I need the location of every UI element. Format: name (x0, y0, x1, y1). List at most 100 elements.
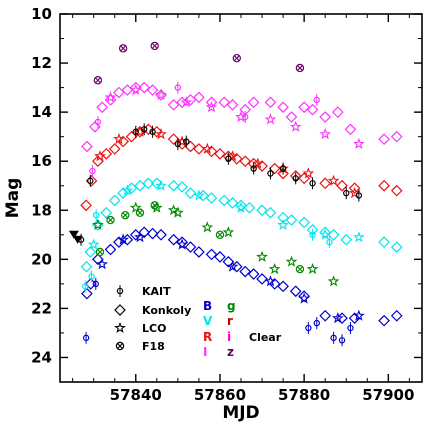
data-point-i (247, 96, 260, 109)
data-point-b (96, 258, 108, 270)
data-point-r (226, 150, 239, 162)
data-point-i (298, 101, 310, 114)
data-point-r (142, 123, 155, 136)
data-point-i (378, 133, 390, 145)
data-point-clear (292, 172, 299, 185)
data-point-v (125, 182, 138, 195)
data-point-b (352, 309, 365, 321)
data-point-v (150, 177, 163, 190)
data-point-v (176, 181, 188, 193)
data-point-v (87, 238, 100, 250)
data-point-z (118, 44, 128, 53)
data-point-r (125, 130, 138, 143)
plot-frame (59, 13, 423, 383)
data-point-i (390, 130, 403, 143)
y-tick-label: 18 (31, 201, 52, 219)
data-point-r (277, 167, 289, 180)
data-point-b (104, 243, 117, 256)
data-point-i (331, 106, 344, 118)
data-point-r (256, 160, 268, 172)
data-point-g (295, 264, 305, 274)
data-point-v (193, 189, 205, 201)
data-point-g (106, 215, 115, 225)
data-point-r (327, 174, 340, 186)
data-point-r (94, 150, 106, 162)
data-point-r (176, 135, 188, 147)
data-point-b (117, 233, 130, 245)
data-point-i (205, 101, 218, 113)
data-point-b (129, 228, 142, 241)
data-point-b (222, 255, 235, 268)
data-point-i (264, 113, 277, 125)
data-point-v (390, 241, 403, 253)
data-point-b (92, 277, 99, 290)
data-point-v (319, 228, 332, 240)
data-point-clear (309, 177, 316, 190)
data-point-r (251, 157, 264, 169)
data-point-r (201, 142, 214, 154)
data-point-r (205, 145, 218, 158)
y-tick-label: 22 (31, 299, 52, 317)
data-point-v (82, 280, 89, 293)
data-point-clear (140, 123, 148, 136)
data-point-clear (355, 189, 363, 202)
y-tick-label: 12 (31, 54, 52, 72)
data-point-i (96, 101, 108, 114)
data-point-v (235, 201, 247, 213)
band-label-r-upper: R (203, 330, 212, 344)
data-point-b (184, 241, 197, 253)
data-point-v (205, 192, 218, 204)
data-point-i (289, 120, 302, 132)
data-point-g (327, 275, 340, 287)
data-point-b (319, 309, 332, 322)
data-point-i (319, 111, 332, 123)
data-point-v (264, 206, 277, 219)
data-point-b (348, 312, 361, 325)
data-point-i (104, 94, 117, 106)
data-point-clear (267, 167, 274, 180)
data-point-i (138, 81, 151, 94)
band-label-b: B (203, 299, 212, 313)
data-point-i (89, 165, 96, 178)
data-point-i (167, 98, 180, 111)
data-point-r (378, 179, 390, 192)
data-point-i (174, 81, 182, 94)
y-tick-label: 24 (31, 348, 52, 366)
data-point-r (134, 125, 146, 137)
data-point-i (277, 101, 289, 114)
data-point-clear (343, 187, 350, 200)
data-point-i (205, 96, 218, 109)
legend-label-konkoly: Konkoly (142, 304, 191, 317)
data-point-r (390, 184, 403, 197)
data-point-g (135, 208, 145, 217)
data-marks (68, 41, 403, 347)
data-point-r (113, 132, 125, 145)
data-point-g (215, 230, 225, 239)
data-point-i (193, 91, 205, 104)
data-point-v (277, 218, 289, 230)
data-point-i (218, 96, 231, 109)
data-point-v (80, 260, 93, 273)
data-point-v (352, 231, 365, 243)
data-point-b (134, 231, 146, 243)
data-point-i (146, 84, 159, 96)
data-point-b (277, 280, 289, 293)
x-tick-label: 57860 (194, 386, 246, 404)
data-point-i (226, 98, 239, 111)
data-point-g (150, 201, 159, 210)
data-point-i (306, 103, 319, 116)
data-point-b (330, 331, 337, 344)
data-point-v (326, 236, 333, 249)
data-point-v (309, 228, 316, 241)
band-label-r-lower: r (227, 314, 233, 328)
data-point-v (88, 270, 95, 283)
upper-limit-marker (68, 230, 79, 239)
data-point-clear (250, 162, 257, 175)
data-point-r (230, 152, 243, 165)
data-point-b (338, 334, 346, 347)
y-tick-label: 14 (31, 103, 52, 121)
data-point-g (285, 255, 298, 267)
data-point-clear (87, 174, 94, 187)
data-point-i (89, 121, 101, 133)
